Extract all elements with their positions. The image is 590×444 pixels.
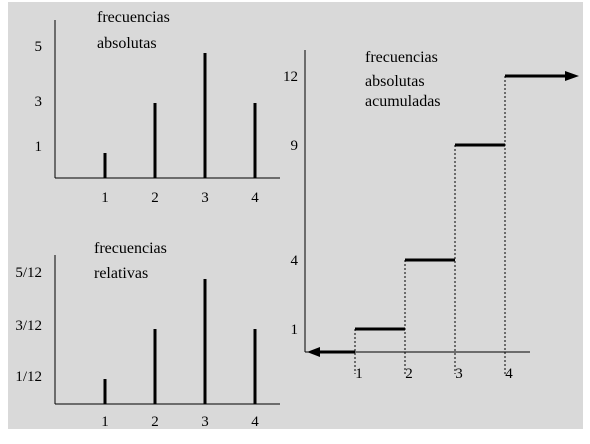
chart-title-line-2: absolutas	[97, 35, 157, 52]
y-tick-label: 1	[291, 322, 299, 338]
relative-frequency-chart: frecuencias relativas 1 2 3 4 1/12 3/12 5/12	[15, 240, 280, 430]
x-tick-labels: 1 2 3 4	[101, 190, 259, 206]
chart-title-line-1: frecuencias	[94, 240, 167, 257]
x-tick-label: 1	[355, 366, 363, 382]
chart-title-line-1: frecuencias	[97, 9, 170, 26]
y-tick-label: 9	[291, 138, 299, 154]
y-tick-labels: 1 3 5	[35, 39, 43, 155]
chart-title-line-1: frecuencias	[365, 49, 438, 66]
absolute-frequency-chart: frecuencias absolutas 1 2 3 4 1 3 5	[35, 9, 280, 206]
y-tick-label: 5	[35, 39, 43, 55]
y-tick-labels: 1 4 9 12	[283, 69, 299, 338]
right-arrow-head	[565, 71, 579, 81]
y-tick-label: 3	[35, 94, 43, 110]
left-arrow-head	[307, 347, 320, 357]
bar-2	[153, 103, 157, 178]
chart-background-panel	[8, 2, 583, 429]
y-tick-label: 1/12	[15, 369, 42, 385]
x-tick-label: 4	[505, 366, 513, 382]
bars	[103, 278, 257, 404]
x-tick-labels: 1 2 3 4	[101, 414, 259, 430]
x-tick-label: 2	[405, 366, 413, 382]
x-tick-label: 3	[455, 366, 463, 382]
bars	[103, 53, 257, 178]
x-tick-label: 3	[201, 190, 209, 206]
x-tick-label: 3	[201, 414, 209, 430]
x-tick-label: 4	[251, 414, 259, 430]
bar-4	[253, 329, 257, 404]
chart-title-line-3: acumuladas	[365, 93, 441, 110]
bar-2	[153, 329, 157, 404]
y-tick-label: 12	[283, 69, 298, 85]
y-tick-label: 4	[291, 253, 299, 269]
bar-3	[203, 53, 207, 178]
x-tick-label: 2	[151, 190, 159, 206]
x-tick-label: 4	[251, 190, 259, 206]
step-segments	[307, 71, 579, 357]
y-tick-label: 5/12	[15, 265, 42, 281]
chart-title-line-2: relativas	[94, 265, 148, 282]
chart-title-line-2: absolutas	[365, 73, 425, 90]
y-tick-label: 3/12	[15, 318, 42, 334]
y-tick-labels: 1/12 3/12 5/12	[15, 265, 42, 385]
dotted-guides	[354, 76, 506, 374]
y-tick-label: 1	[35, 139, 43, 155]
bar-1	[103, 379, 107, 404]
bar-1	[103, 153, 107, 178]
bar-3	[203, 278, 207, 404]
bar-4	[253, 103, 257, 178]
x-tick-labels: 1 2 3 4	[355, 366, 513, 382]
x-tick-label: 2	[151, 414, 159, 430]
x-tick-label: 1	[101, 414, 109, 430]
x-tick-label: 1	[101, 190, 109, 206]
